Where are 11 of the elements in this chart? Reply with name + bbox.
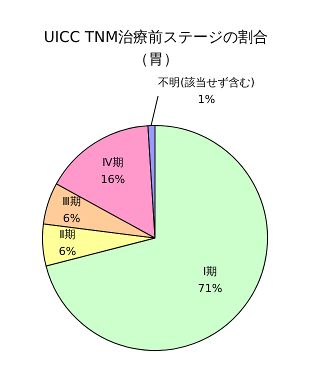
slice-label: Ⅰ期 bbox=[202, 265, 218, 278]
chart-title: UICC TNM治療前ステージの割合（胃） bbox=[42, 27, 270, 70]
slice-label: Ⅱ期 bbox=[59, 228, 76, 241]
slice-label: Ⅲ期 bbox=[62, 195, 81, 208]
data-label: 71% bbox=[198, 282, 222, 296]
slice-label: 不明(該当せず含む) bbox=[158, 76, 255, 89]
data-label: 6% bbox=[58, 244, 76, 258]
data-label: 6% bbox=[62, 212, 80, 226]
slice-label: Ⅳ期 bbox=[102, 156, 124, 169]
data-label: 1% bbox=[198, 92, 216, 106]
data-label: 16% bbox=[100, 172, 126, 186]
